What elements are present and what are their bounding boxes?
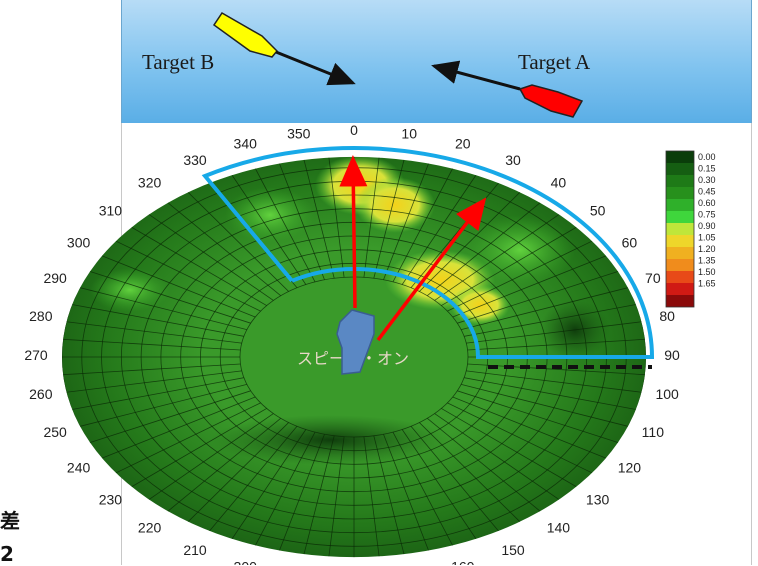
legend-swatch	[666, 295, 694, 307]
degree-label-240: 240	[67, 460, 91, 476]
legend-swatch	[666, 259, 694, 271]
legend-swatch	[666, 151, 694, 163]
degree-label-200: 200	[234, 558, 258, 565]
legend-swatch	[666, 175, 694, 187]
target-a-label: Target A	[518, 50, 591, 74]
degree-label-290: 290	[43, 270, 67, 286]
legend-value: 1.35	[698, 256, 716, 266]
legend-swatch	[666, 211, 694, 223]
target-banner: Target B Target A	[121, 0, 752, 123]
degree-label-20: 20	[455, 136, 471, 152]
target-vessels	[212, 11, 584, 118]
degree-label-310: 310	[99, 202, 123, 218]
degree-label-60: 60	[622, 235, 638, 251]
degree-label-320: 320	[138, 175, 162, 191]
degree-label-340: 340	[234, 136, 258, 152]
legend-swatch	[666, 247, 694, 259]
degree-label-40: 40	[551, 175, 567, 191]
legend-swatch	[666, 283, 694, 295]
legend-swatch	[666, 163, 694, 175]
degree-label-230: 230	[99, 492, 123, 508]
legend-swatch	[666, 187, 694, 199]
degree-label-260: 260	[29, 386, 53, 402]
degree-label-100: 100	[655, 386, 679, 402]
degree-label-10: 10	[401, 125, 417, 141]
degree-label-210: 210	[183, 542, 207, 558]
own-ship	[336, 309, 375, 375]
legend-value: 1.05	[698, 233, 716, 243]
degree-label-140: 140	[547, 519, 571, 535]
target-a-heading-arrow	[431, 60, 521, 91]
degree-label-80: 80	[659, 308, 675, 324]
target-b-label: Target B	[142, 50, 215, 74]
legend-swatch	[666, 271, 694, 283]
degree-label-250: 250	[43, 424, 67, 440]
legend-swatch	[666, 235, 694, 247]
target-b-heading-arrow	[275, 50, 356, 86]
legend-value: 0.45	[698, 187, 716, 197]
degree-label-0: 0	[350, 122, 358, 138]
degree-label-220: 220	[138, 519, 162, 535]
color-legend: 0.00 0.150.30 0.450.60 0.750.90 1.051.20 1.35…	[665, 150, 716, 308]
legend-value: 0.75	[698, 210, 716, 220]
degree-label-130: 130	[586, 492, 610, 508]
degree-label-90: 90	[664, 347, 680, 363]
degree-label-150: 150	[501, 542, 525, 558]
degree-label-30: 30	[505, 152, 521, 168]
degree-label-350: 350	[287, 125, 311, 141]
degree-scale: 0 10 20 30 40 50 60 70 80 90 100 110 120 130 140 150 160…	[24, 122, 680, 565]
legend-value: 0.30	[698, 175, 716, 185]
bearing-vector-target-b	[339, 155, 368, 309]
bearing-vector-target-a	[376, 197, 487, 342]
degree-label-270: 270	[24, 347, 48, 363]
legend-value: 0.00	[698, 152, 716, 162]
degree-label-280: 280	[29, 308, 53, 324]
degree-label-330: 330	[183, 152, 207, 168]
legend-swatch	[666, 199, 694, 211]
legend-value: 1.20	[698, 244, 716, 254]
degree-label-300: 300	[67, 235, 91, 251]
legend-swatch	[666, 223, 694, 235]
degree-label-50: 50	[590, 202, 606, 218]
sector-highlight	[201, 146, 655, 359]
legend-value: 1.65	[698, 279, 716, 289]
legend-value: 1.50	[698, 267, 716, 277]
legend-value: 0.90	[698, 221, 716, 231]
legend-value: 0.60	[698, 198, 716, 208]
margin-char-1: 差	[0, 509, 20, 533]
degree-label-110: 110	[642, 424, 665, 440]
target-b-vessel	[212, 11, 279, 58]
legend-value: 0.15	[698, 164, 716, 174]
target-a-vessel	[518, 84, 584, 118]
degree-label-70: 70	[645, 270, 661, 286]
margin-char-2: 2	[0, 542, 14, 566]
degree-label-120: 120	[618, 460, 642, 476]
degree-label-160: 160	[451, 558, 475, 565]
